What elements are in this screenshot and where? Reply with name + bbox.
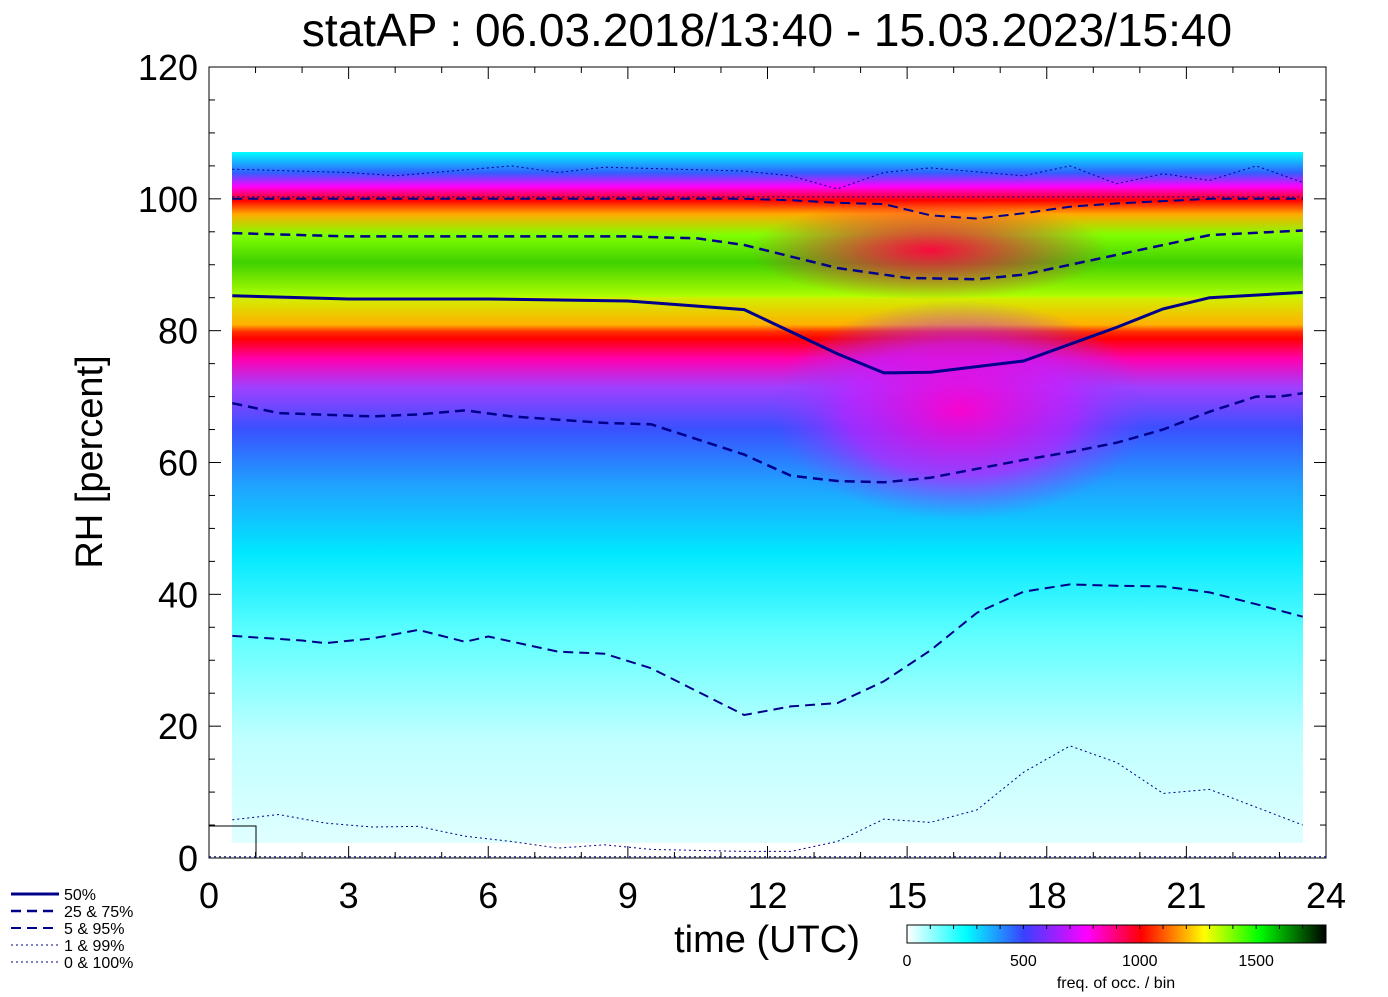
heatmap	[232, 152, 1303, 843]
line-95pct	[232, 197, 1303, 220]
legend-label: 50%	[64, 887, 96, 904]
axis-ticks	[208, 66, 1327, 859]
legend-label: 0 & 100%	[64, 955, 133, 972]
corner-box	[208, 825, 257, 859]
line-75pct	[232, 229, 1303, 281]
percentile-lines	[209, 165, 1326, 858]
colorbar-tick-label: 1500	[1238, 953, 1274, 970]
colorbar: 0 500 1000 1500 freq. of occ. / bin	[903, 924, 1327, 992]
colorbar-tick-label: 0	[903, 953, 912, 970]
x-tick-label: 12	[747, 875, 787, 916]
x-tick-label: 6	[478, 875, 498, 916]
line-50pct	[232, 290, 1303, 375]
colorbar-tick-label: 1000	[1122, 953, 1158, 970]
line-5pct	[232, 583, 1303, 717]
line-25pct	[232, 392, 1303, 484]
heatmap-afternoon-pink	[770, 300, 1150, 520]
legend-label: 25 & 75%	[64, 904, 133, 921]
colorbar-tick-label: 500	[1010, 953, 1037, 970]
legend: 50%25 & 75%5 & 95%1 & 99%0 & 100%	[11, 887, 133, 972]
y-tick-label: 60	[158, 443, 198, 484]
legend-label: 5 & 95%	[64, 921, 124, 938]
colorbar-label: freq. of occ. / bin	[1057, 975, 1175, 992]
x-tick-label: 3	[339, 875, 359, 916]
y-tick-labels: 0 20 40 60 80 100 120	[138, 47, 198, 879]
x-tick-label: 9	[618, 875, 638, 916]
x-tick-label: 21	[1166, 875, 1206, 916]
line-99pct	[232, 165, 1303, 190]
x-tick-labels: 0 3 6 9 12 15 18 21 24	[199, 875, 1346, 916]
y-tick-label: 40	[158, 574, 198, 615]
y-tick-label: 100	[138, 179, 198, 220]
chart-title: statAP : 06.03.2018/13:40 - 15.03.2023/1…	[302, 4, 1232, 56]
y-tick-label: 20	[158, 706, 198, 747]
x-tick-label: 18	[1027, 875, 1067, 916]
y-tick-label: 0	[178, 838, 198, 879]
y-axis-label: RH [percent]	[69, 355, 111, 568]
y-tick-label: 80	[158, 311, 198, 352]
heatmap-afternoon-red	[750, 200, 1110, 300]
x-tick-label: 15	[887, 875, 927, 916]
y-tick-label: 120	[138, 47, 198, 88]
x-tick-label: 0	[199, 875, 219, 916]
x-tick-label: 24	[1306, 875, 1346, 916]
x-axis-label: time (UTC)	[674, 919, 860, 961]
legend-label: 1 & 99%	[64, 938, 124, 955]
